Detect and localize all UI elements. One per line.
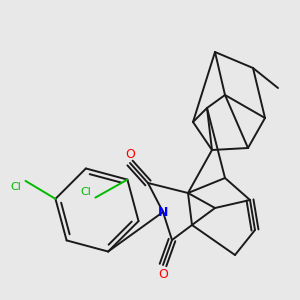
Text: Cl: Cl [10, 182, 21, 192]
Text: Cl: Cl [80, 187, 91, 196]
Text: O: O [125, 148, 135, 161]
Text: O: O [158, 268, 168, 281]
Text: N: N [158, 206, 168, 218]
